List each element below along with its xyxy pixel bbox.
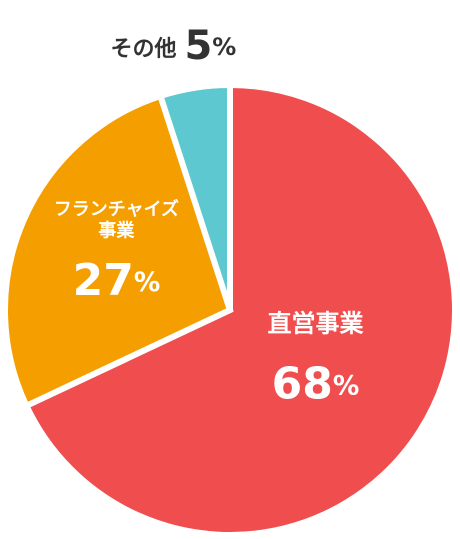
value-label: 5% <box>184 23 236 69</box>
value-label: 68% <box>272 358 360 409</box>
slice-label: その他 <box>110 37 176 62</box>
pie-slice <box>156 81 233 311</box>
slice-label: 直営事業 <box>267 309 363 337</box>
value-label: 27% <box>73 255 161 306</box>
pie-slice <box>22 81 458 538</box>
pie-slice <box>2 92 234 410</box>
slice-label: フランチャイズ事業 <box>54 198 179 242</box>
